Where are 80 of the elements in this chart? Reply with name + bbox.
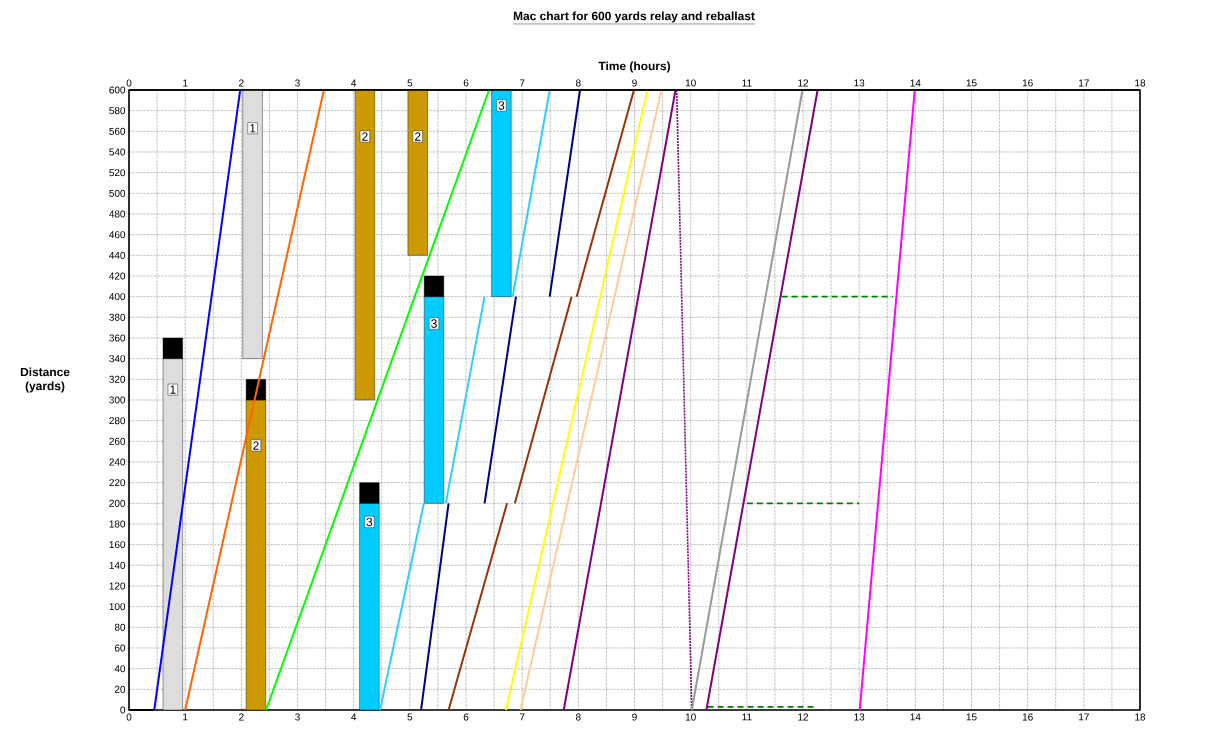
y-axis-title: Distance (yards)	[20, 367, 70, 393]
y-tick-label: 240	[109, 458, 126, 466]
x-tick-label: 14	[910, 713, 921, 721]
y-tick-label: 300	[109, 396, 126, 404]
y-tick-label: 580	[109, 107, 126, 115]
y-tick-label: 180	[109, 520, 126, 528]
y-tick-label: 600	[109, 86, 126, 94]
y-tick-label: 500	[109, 189, 126, 197]
annotation: 2	[362, 132, 368, 141]
annotation: 3	[431, 319, 437, 328]
x-tick-label: 1	[183, 713, 188, 721]
x2-tick-label: 18	[1135, 79, 1146, 87]
y-tick-label: 560	[109, 127, 126, 135]
x2-tick-label: 8	[576, 79, 581, 87]
x-tick-label: 18	[1135, 713, 1146, 721]
y-tick-label: 520	[109, 169, 126, 177]
y-tick-label: 460	[109, 231, 126, 239]
x-tick-label: 8	[576, 713, 581, 721]
y-tick-label: 60	[114, 644, 126, 652]
y-tick-label: 200	[109, 499, 126, 507]
y-tick-label: 220	[109, 479, 126, 487]
chart-title: Mac chart for 600 yards relay and reballast	[513, 11, 755, 23]
x-tick-label: 11	[742, 713, 752, 721]
x-tick-label: 13	[854, 713, 865, 721]
y-tick-label: 400	[109, 293, 126, 301]
x-tick-label: 10	[685, 713, 696, 721]
y-tick-label: 160	[109, 541, 126, 549]
y-tick-label: 140	[109, 561, 126, 569]
x-axis-title: Time (hours)	[598, 61, 670, 73]
annotation: 3	[366, 517, 373, 527]
y-tick-label: 260	[109, 437, 126, 445]
x2-tick-label: 10	[685, 79, 696, 87]
x-tick-label: 0	[126, 713, 132, 721]
x2-tick-label: 15	[966, 79, 977, 87]
y-tick-label: 100	[109, 603, 126, 611]
x-tick-label: 17	[1079, 713, 1089, 721]
x2-tick-label: 1	[183, 79, 188, 87]
annotation: 1	[170, 385, 176, 394]
x-tick-label: 15	[966, 713, 977, 721]
x2-tick-label: 11	[742, 79, 752, 87]
y-tick-label: 280	[109, 417, 126, 425]
annotation: 3	[498, 101, 505, 110]
y-tick-label: 20	[114, 685, 126, 693]
y-tick-label: 80	[114, 623, 126, 631]
annotation: 1	[250, 124, 256, 133]
annotation: 2	[253, 441, 259, 450]
y-tick-label: 360	[109, 334, 126, 342]
x2-tick-label: 16	[1022, 79, 1033, 87]
x-tick-label: 12	[798, 713, 809, 721]
x-tick-label: 16	[1022, 713, 1033, 721]
y-tick-label: 120	[109, 582, 126, 590]
x2-tick-label: 12	[798, 79, 809, 87]
x2-tick-label: 14	[910, 79, 921, 87]
y-tick-label: 40	[114, 665, 126, 673]
x2-tick-label: 2	[239, 79, 244, 87]
x2-tick-label: 5	[407, 79, 413, 87]
y-tick-label: 420	[109, 272, 126, 280]
x-tick-label: 7	[519, 713, 525, 721]
x2-tick-label: 13	[854, 79, 865, 87]
x-tick-label: 5	[407, 713, 413, 721]
y-tick-label: 320	[109, 375, 126, 383]
x2-tick-label: 7	[519, 79, 525, 87]
y-tick-label: 440	[109, 251, 126, 259]
x2-tick-label: 6	[463, 79, 469, 87]
x-tick-label: 2	[239, 713, 244, 721]
y-tick-label: 380	[109, 313, 126, 321]
x2-tick-label: 17	[1079, 79, 1089, 87]
y-tick-label: 340	[109, 355, 126, 363]
y-tick-label: 480	[109, 210, 126, 218]
y-tick-label: 540	[109, 148, 126, 156]
x-tick-label: 9	[632, 713, 637, 721]
x-tick-label: 4	[351, 713, 357, 721]
x2-tick-label: 3	[295, 79, 300, 87]
x-tick-label: 6	[463, 713, 469, 721]
x2-tick-label: 4	[351, 79, 357, 87]
annotation: 2	[414, 132, 421, 141]
y-tick-label: 0	[120, 706, 126, 714]
x2-tick-label: 9	[632, 79, 637, 87]
x2-tick-label: 0	[126, 79, 132, 87]
x-tick-label: 3	[295, 713, 300, 721]
